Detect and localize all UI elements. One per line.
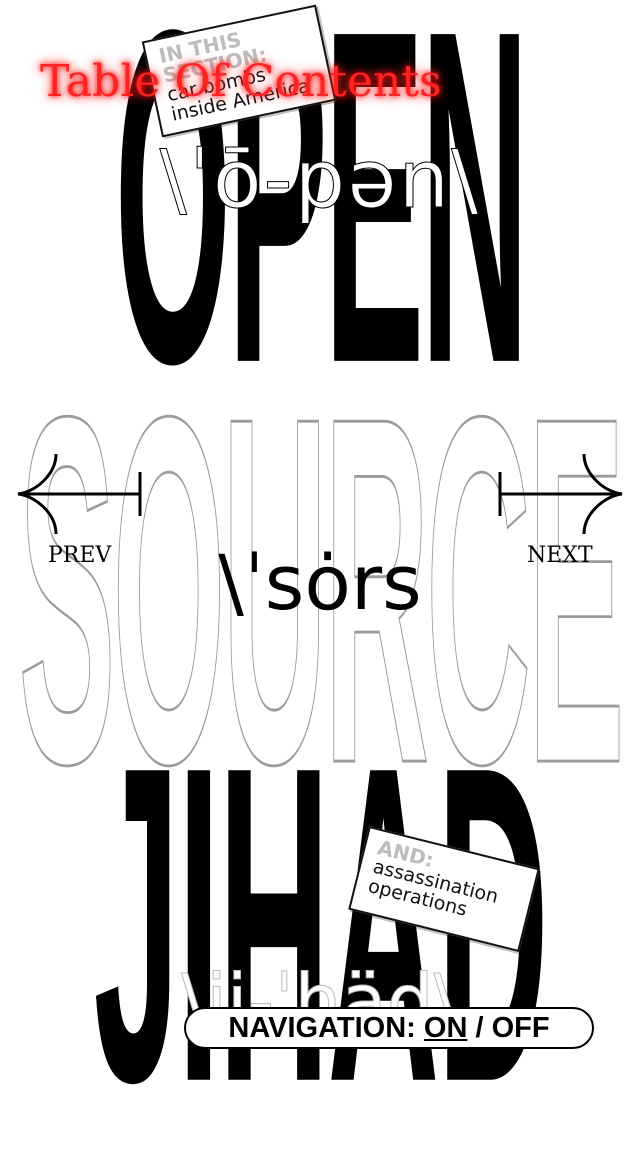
arrow-left-icon[interactable] bbox=[12, 452, 146, 536]
arrow-right-icon[interactable] bbox=[494, 452, 628, 536]
navigation-toggle-prefix: NAVIGATION: bbox=[228, 1012, 416, 1044]
navigation-off-option[interactable]: OFF bbox=[491, 1012, 550, 1044]
navigation-toggle[interactable]: NAVIGATION: ON / OFF bbox=[184, 1007, 594, 1049]
pronunciation-source: \ˈsȯrs bbox=[218, 538, 422, 627]
table-of-contents-link[interactable]: Table Of Contents bbox=[40, 56, 442, 107]
next-label[interactable]: NEXT bbox=[527, 543, 593, 568]
cover-word-source: SOURCE bbox=[18, 316, 625, 868]
pronunciation-open: \ˈō-pən\ bbox=[159, 133, 481, 226]
navigation-separator: / bbox=[475, 1012, 484, 1044]
prev-label[interactable]: PREV bbox=[48, 543, 112, 568]
cover-art: OPEN JIHAD SOURCE \ˈō-pən\ \ˈsȯrs \ji-ˈh… bbox=[18, 0, 625, 1149]
navigation-on-option[interactable]: ON bbox=[423, 1012, 468, 1044]
